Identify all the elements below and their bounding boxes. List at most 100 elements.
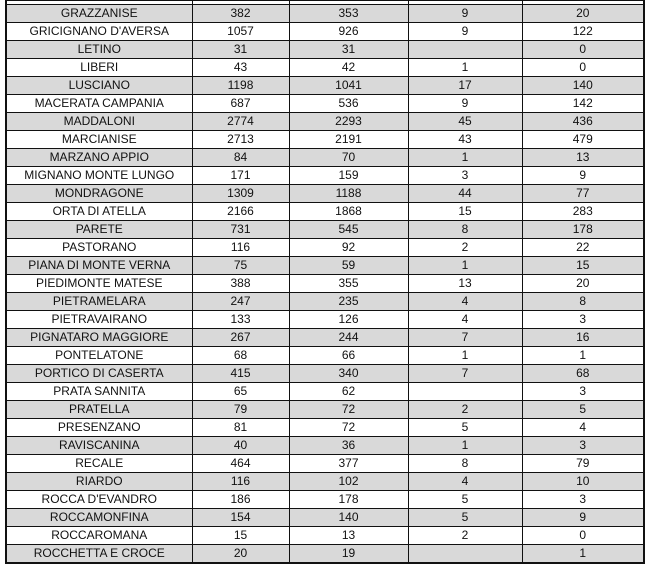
value-col-2: 731 [191, 220, 290, 239]
value-col-5: 16 [521, 328, 645, 347]
value-col-4: 15 [407, 202, 523, 221]
municipality-name: PIGNATARO MAGGIORE [5, 328, 193, 347]
table-row: LUSCIANO 1198 1041 17 140 [5, 76, 645, 95]
value-col-3: 102 [288, 472, 409, 491]
table-row: RAVISCANINA 40 36 1 3 [5, 436, 645, 455]
value-col-5: 3 [521, 490, 645, 509]
value-col-4: 43 [407, 130, 523, 149]
value-col-2: 388 [191, 274, 290, 293]
value-col-4: 44 [407, 184, 523, 203]
value-col-4: 9 [407, 94, 523, 113]
table-row: ROCCAROMANA 15 13 2 0 [5, 526, 645, 545]
municipality-name: ROCCHETTA E CROCE [5, 544, 193, 564]
value-col-4: 1 [407, 58, 523, 77]
value-col-4: 8 [407, 220, 523, 239]
value-col-5: 77 [521, 184, 645, 203]
value-col-4: 4 [407, 472, 523, 491]
value-col-2: 133 [191, 310, 290, 329]
table-body: GRAZZANISE 382 353 9 20 GRICIGNANO D'AVERSA 10… [5, 0, 645, 564]
value-col-2: 1309 [191, 184, 290, 203]
value-col-2: 1198 [191, 76, 290, 95]
table-row: PRESENZANO 81 72 5 4 [5, 418, 645, 437]
value-col-4: 4 [407, 292, 523, 311]
value-col-5: 283 [521, 202, 645, 221]
value-col-5: 22 [521, 238, 645, 257]
table-row: PIANA DI MONTE VERNA 75 59 1 15 [5, 256, 645, 275]
value-col-2: 464 [191, 454, 290, 473]
value-col-3: 13 [288, 526, 409, 545]
value-col-2: 65 [191, 382, 290, 401]
municipality-name: RAVISCANINA [5, 436, 193, 455]
value-col-3: 377 [288, 454, 409, 473]
value-col-2: 31 [191, 40, 290, 59]
value-col-5: 0 [521, 526, 645, 545]
value-col-5: 9 [521, 508, 645, 527]
municipality-name: PONTELATONE [5, 346, 193, 365]
value-col-4: 8 [407, 454, 523, 473]
value-col-5: 8 [521, 292, 645, 311]
value-col-4: 3 [407, 166, 523, 185]
table-row: MARZANO APPIO 84 70 1 13 [5, 148, 645, 167]
value-col-2: 267 [191, 328, 290, 347]
municipality-name: PRATELLA [5, 400, 193, 419]
table-row: MADDALONI 2774 2293 45 436 [5, 112, 645, 131]
table-row: GRICIGNANO D'AVERSA 1057 926 9 122 [5, 22, 645, 41]
table-row: PIETRAMELARA 247 235 4 8 [5, 292, 645, 311]
value-col-2: 75 [191, 256, 290, 275]
table-row: PRATELLA 79 72 2 5 [5, 400, 645, 419]
value-col-3: 2293 [288, 112, 409, 131]
value-col-4: 7 [407, 328, 523, 347]
value-col-5: 1 [521, 346, 645, 365]
value-col-2: 84 [191, 148, 290, 167]
table-row: MARCIANISE 2713 2191 43 479 [5, 130, 645, 149]
value-col-3: 19 [288, 544, 409, 564]
value-col-5: 79 [521, 454, 645, 473]
table-row: GRAZZANISE 382 353 9 20 [5, 4, 645, 23]
value-col-3: 545 [288, 220, 409, 239]
value-col-5: 479 [521, 130, 645, 149]
value-col-5: 4 [521, 418, 645, 437]
value-col-5: 13 [521, 148, 645, 167]
value-col-5: 140 [521, 76, 645, 95]
value-col-3: 66 [288, 346, 409, 365]
municipality-name: MONDRAGONE [5, 184, 193, 203]
value-col-5: 15 [521, 256, 645, 275]
table-row: LIBERI 43 42 1 0 [5, 58, 645, 77]
value-col-4: 9 [407, 22, 523, 41]
value-col-2: 43 [191, 58, 290, 77]
municipality-name: ROCCAROMANA [5, 526, 193, 545]
table-row: PIEDIMONTE MATESE 388 355 13 20 [5, 274, 645, 293]
value-col-4: 17 [407, 76, 523, 95]
municipality-name: ROCCAMONFINA [5, 508, 193, 527]
municipality-name: PIEDIMONTE MATESE [5, 274, 193, 293]
municipality-name: PARETE [5, 220, 193, 239]
municipality-name: GRICIGNANO D'AVERSA [5, 22, 193, 41]
municipality-name: PIETRAVAIRANO [5, 310, 193, 329]
value-col-5: 0 [521, 58, 645, 77]
value-col-2: 2166 [191, 202, 290, 221]
value-col-2: 2774 [191, 112, 290, 131]
value-col-5: 5 [521, 400, 645, 419]
table-row: RECALE 464 377 8 79 [5, 454, 645, 473]
table-row: PARETE 731 545 8 178 [5, 220, 645, 239]
value-col-5: 1 [521, 544, 645, 564]
value-col-2: 171 [191, 166, 290, 185]
value-col-4: 5 [407, 418, 523, 437]
municipality-name: MIGNANO MONTE LUNGO [5, 166, 193, 185]
municipality-name: RIARDO [5, 472, 193, 491]
value-col-2: 2713 [191, 130, 290, 149]
value-col-3: 340 [288, 364, 409, 383]
value-col-3: 244 [288, 328, 409, 347]
value-col-3: 92 [288, 238, 409, 257]
value-col-3: 62 [288, 382, 409, 401]
value-col-4: 7 [407, 364, 523, 383]
value-col-3: 926 [288, 22, 409, 41]
value-col-4 [407, 40, 523, 59]
table-row: MACERATA CAMPANIA 687 536 9 142 [5, 94, 645, 113]
value-col-5: 142 [521, 94, 645, 113]
municipality-name: GRAZZANISE [5, 4, 193, 23]
table-row: PIGNATARO MAGGIORE 267 244 7 16 [5, 328, 645, 347]
value-col-5: 68 [521, 364, 645, 383]
value-col-2: 154 [191, 508, 290, 527]
value-col-3: 126 [288, 310, 409, 329]
